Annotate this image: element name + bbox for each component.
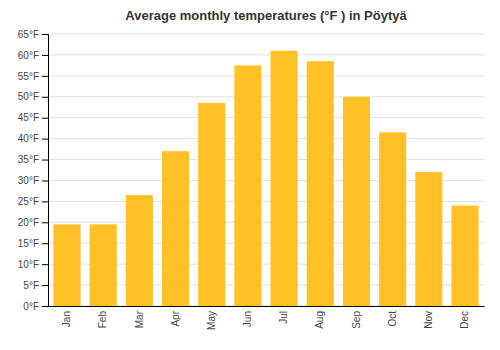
title: Average monthly temperatures (°F ) in Pö… [125,8,407,23]
bar [451,206,478,306]
tick: Mar [134,310,145,328]
tick: 15°F [18,238,48,249]
tick: Dec [459,311,470,329]
tick-label: Nov [423,311,434,329]
tick-label: 20°F [18,217,39,228]
tick-label: May [206,311,217,330]
tick-label: 5°F [23,280,39,291]
tick-mark [42,97,48,98]
tick: Apr [170,310,181,326]
tick-label: Oct [387,311,398,327]
grid-line [48,159,484,160]
tick: Jul [278,311,289,324]
tick-mark [42,160,48,161]
tick: 55°F [18,71,48,82]
tick-label: Aug [314,311,325,329]
tick-label: Jan [61,311,72,327]
tick-mark [42,222,48,223]
axis-line [49,306,485,307]
x-axis: Jan Feb Mar Apr May Jun Jul Aug Sep Oct Nov Dec [49,307,485,330]
bar [234,65,261,306]
bar [162,151,189,306]
tick-mark [42,306,48,307]
tick-label: 10°F [18,259,39,270]
bar [126,195,153,306]
tick-label: 40°F [18,133,39,144]
bar [271,51,298,306]
tick: 35°F [18,154,48,165]
tick: Sep [351,311,362,329]
bars [53,51,478,306]
tick-label: 15°F [18,238,39,249]
bar [379,132,406,306]
tick-label: 65°F [18,29,39,40]
tick: 40°F [18,133,48,144]
tick-label: Jul [278,311,289,324]
plot: 0°F 5°F 10°F 15°F 20°F 25°F 30°F 35°F 40°F 45°F 50… [18,29,485,330]
tick: 10°F [18,259,48,270]
tick: 0°F [23,301,48,312]
tick: 25°F [18,196,48,207]
tick-mark [42,264,48,265]
tick-label: Sep [351,311,362,329]
tick: Feb [97,311,108,329]
tick: 65°F [18,29,48,40]
grid-line [48,96,484,97]
tick-mark [42,201,48,202]
tick-mark [42,118,48,119]
tick-mark [42,243,48,244]
tick-mark [42,55,48,56]
tick-label: 45°F [18,112,39,123]
tick: 60°F [18,50,48,61]
grid-line [48,117,484,118]
grid-line [48,75,484,76]
tick-label: Feb [97,311,108,329]
bar [343,97,370,306]
tick: Oct [387,311,398,327]
tick-label: Apr [170,310,181,326]
axis-line [42,35,49,307]
tick-mark [42,76,48,77]
tick: Nov [423,311,434,329]
tick: 30°F [18,175,48,186]
tick-label: 0°F [23,301,39,312]
tick-label: 55°F [18,71,39,82]
tick-mark [42,285,48,286]
tick-label: 50°F [18,91,39,102]
tick-label: Mar [134,310,145,328]
tick: Jan [61,311,72,327]
tick: 45°F [18,112,48,123]
tick-mark [42,34,48,35]
tick-label: Jun [242,311,253,327]
tick: 20°F [18,217,48,228]
tick-label: 25°F [18,196,39,207]
bar [307,61,334,306]
y-axis: 0°F 5°F 10°F 15°F 20°F 25°F 30°F 35°F 40°F 45°F 50… [18,29,49,312]
bar [90,224,117,306]
tick: Jun [242,311,253,327]
tick-label: 30°F [18,175,39,186]
grid-line [48,54,484,55]
grid-line [48,138,484,139]
bar [53,224,80,306]
grid [48,34,484,306]
tick-mark [42,180,48,181]
tick-label: Dec [459,311,470,329]
bar [198,103,225,306]
bar [415,172,442,306]
chart: 0°F 5°F 10°F 15°F 20°F 25°F 30°F 35°F 40°F 45°F 50… [0,0,500,350]
tick-label: 35°F [18,154,39,165]
tick-mark [42,139,48,140]
tick: Aug [314,311,325,329]
tick: 50°F [18,91,48,102]
grid-line [48,34,484,35]
tick: 5°F [23,280,48,291]
tick: May [206,311,217,330]
tick-label: 60°F [18,50,39,61]
